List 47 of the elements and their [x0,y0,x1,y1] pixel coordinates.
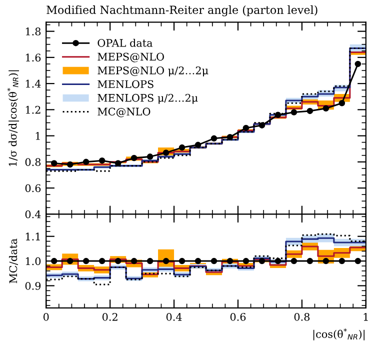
legend-label: MC@NLO [98,108,150,118]
point [82,158,90,166]
legend-label: MEPS@NLO μ/2…2μ [98,66,208,76]
y-tick-label: 1.4 [26,80,41,88]
y-tick-label: 0.4 [25,210,41,218]
point [98,157,106,164]
x-tick-label: 0.6 [230,312,246,321]
x-tick-label: 1 [364,312,368,321]
x-tick-label: 0.2 [102,312,118,321]
legend-label: MEPS@NLO [98,52,164,62]
point [290,109,298,116]
y-axis-title: MC/data [9,238,18,284]
point [194,142,202,148]
point [130,154,138,162]
point [178,144,186,151]
point [354,60,362,68]
point [242,124,250,132]
x-axis-title: |cos(θ$^{*}$$_{NR}$)| [313,328,365,340]
legend-label: OPAL data [98,38,152,47]
point [210,135,218,142]
y-tick-label: 1.0 [26,257,41,266]
y-tick-label: 0.9 [25,282,41,290]
x-tick-label: 0 [43,312,49,321]
point [306,108,314,114]
y-tick-label: 1 [36,132,40,140]
y-tick-label: 0.6 [25,184,41,192]
y-tick-label: 1.8 [26,28,41,36]
point [66,161,74,168]
chart-title: Modified Nachtmann-Reiter angle (parton level) [46,5,318,16]
x-tick-label: 0.8 [294,312,310,321]
point [50,160,58,166]
y-tick-label: 1.6 [26,54,41,62]
point [322,105,330,112]
point [114,160,122,166]
point [274,112,282,118]
legend-label: MENLOPS μ/2…2μ [98,94,198,104]
y-tick-label: 1.2 [26,106,40,114]
point [226,134,234,140]
y-tick-label: 1.1 [26,232,40,240]
x-tick-label: 0.4 [166,312,182,321]
legend-label: MENLOPS [98,80,154,88]
y-axis-title: 1/σ dσ/d|cos(θ$^{*}$$_{NR}$)| [7,70,20,166]
point [338,100,346,106]
point [162,150,170,156]
point [146,154,154,160]
y-tick-label: 0.8 [25,158,41,166]
point [258,122,266,128]
